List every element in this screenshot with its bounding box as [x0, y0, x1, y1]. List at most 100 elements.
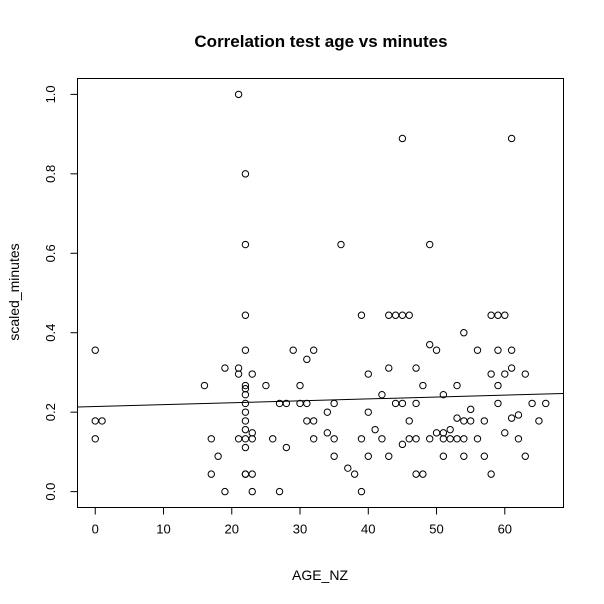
data-point: [385, 452, 393, 460]
data-point: [234, 90, 243, 99]
data-point: [385, 311, 393, 319]
data-point: [494, 311, 502, 319]
data-point: [446, 425, 454, 434]
data-point: [303, 417, 311, 425]
data-point: [528, 399, 536, 408]
data-point: [378, 390, 386, 399]
data-point: [323, 408, 332, 416]
data-point: [426, 340, 434, 349]
x-tick-label: 0: [92, 522, 99, 537]
data-point: [269, 435, 277, 443]
data-point: [289, 346, 297, 354]
data-point: [248, 470, 256, 478]
data-point: [241, 443, 250, 452]
data-point: [98, 417, 106, 425]
x-tick-label: 20: [225, 522, 239, 537]
data-point: [378, 435, 386, 443]
data-point: [439, 435, 448, 443]
data-point: [494, 346, 502, 354]
data-point: [241, 470, 250, 478]
data-point: [542, 399, 550, 408]
data-point: [241, 399, 250, 408]
data-point: [426, 240, 434, 249]
regression-line: [77, 392, 564, 408]
x-tick-label: 30: [293, 522, 307, 537]
data-point: [501, 429, 509, 437]
y-tick-label: 0.8: [43, 165, 58, 183]
data-point: [364, 370, 372, 378]
data-point: [241, 381, 250, 390]
data-point: [275, 487, 284, 496]
data-point: [453, 414, 461, 422]
data-point: [535, 417, 543, 425]
data-point: [412, 470, 420, 478]
data-point: [487, 311, 495, 319]
data-point: [221, 487, 229, 496]
data-point: [453, 435, 461, 443]
data-point: [480, 417, 489, 425]
data-point: [248, 370, 256, 378]
data-point: [494, 399, 502, 408]
data-point: [501, 311, 509, 319]
data-point: [330, 452, 338, 460]
data-point: [214, 452, 222, 460]
data-point: [514, 411, 523, 419]
data-point: [241, 240, 250, 249]
data-point: [262, 381, 270, 390]
data-point: [282, 443, 291, 452]
data-point: [494, 381, 502, 390]
data-point: [487, 470, 495, 478]
x-tick-label: 60: [498, 522, 512, 537]
data-point: [419, 381, 427, 390]
data-point: [200, 381, 209, 390]
y-axis: 0.0 0.2 0.4 0.6 0.8 1.0: [43, 85, 78, 501]
x-axis: 0 10 20 30 40 50 60: [92, 507, 512, 537]
data-point: [460, 452, 468, 460]
y-tick-label: 0.0: [43, 483, 58, 501]
data-point: [466, 405, 475, 414]
data-point: [91, 435, 99, 443]
plot-frame: [77, 78, 564, 508]
data-point: [241, 170, 250, 178]
data-point: [296, 381, 304, 390]
data-point: [234, 364, 243, 372]
data-point: [507, 346, 516, 354]
y-tick-label: 0.6: [43, 244, 58, 262]
data-point: [337, 240, 345, 249]
data-point: [391, 399, 400, 408]
data-point: [398, 134, 407, 143]
data-point: [357, 311, 366, 319]
data-point: [432, 429, 441, 437]
data-point: [357, 487, 366, 496]
y-axis-label: scaled_minutes: [6, 243, 22, 340]
data-point: [507, 134, 516, 143]
data-point: [241, 425, 250, 434]
data-point: [303, 355, 311, 364]
data-point: [398, 440, 407, 449]
data-point: [453, 381, 461, 390]
data-point: [439, 452, 448, 460]
data-point: [391, 311, 400, 319]
data-point: [412, 399, 420, 408]
data-point: [330, 399, 338, 408]
data-point: [364, 452, 372, 460]
data-point: [323, 429, 332, 437]
data-point: [507, 414, 516, 422]
data-point: [412, 435, 420, 443]
data-point: [446, 435, 454, 443]
data-point: [473, 346, 482, 354]
data-point: [207, 435, 215, 443]
y-tick-label: 0.2: [43, 403, 58, 421]
y-tick-label: 1.0: [43, 85, 58, 103]
data-point: [350, 470, 359, 478]
data-point: [241, 390, 250, 399]
data-point: [460, 417, 468, 425]
data-point: [405, 435, 413, 443]
data-point: [207, 470, 215, 478]
data-point: [439, 390, 448, 399]
chart-title: Correlation test age vs minutes: [194, 32, 447, 51]
data-point: [357, 435, 366, 443]
data-point: [309, 417, 318, 425]
data-point: [309, 346, 318, 354]
